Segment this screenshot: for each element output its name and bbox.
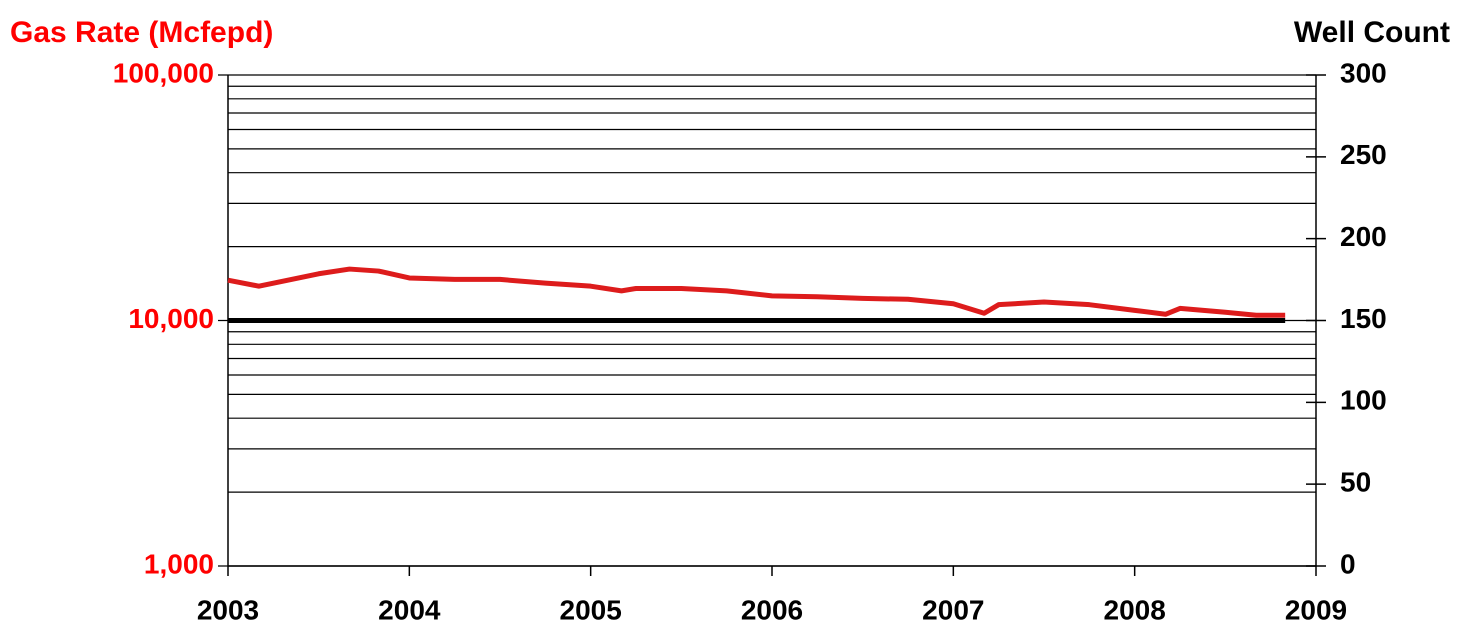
y2-tick-label: 150 [1340,303,1387,334]
x-tick-label: 2007 [922,594,984,625]
y2-tick-label: 300 [1340,57,1387,88]
x-tick-label: 2003 [197,594,259,625]
y2-tick-label: 250 [1340,139,1387,170]
x-tick-label: 2004 [378,594,441,625]
x-tick-label: 2009 [1285,594,1347,625]
x-tick-label: 2005 [560,594,622,625]
y-axis-label: Gas Rate (Mcfepd) [10,16,273,49]
series-line [227,266,1286,318]
y2-tick-label: 50 [1340,467,1371,498]
y2-tick-label: 100 [1340,385,1387,416]
y2-tick-label: 200 [1340,221,1387,252]
y-tick-label: 100,000 [113,57,214,88]
x-tick-label: 2006 [741,594,803,625]
y2-axis-label: Well Count [1294,16,1450,49]
y2-tick-label: 0 [1340,548,1356,579]
y-tick-label: 10,000 [128,303,214,334]
y-tick-label: 1,000 [144,548,214,579]
x-tick-label: 2008 [1104,594,1166,625]
